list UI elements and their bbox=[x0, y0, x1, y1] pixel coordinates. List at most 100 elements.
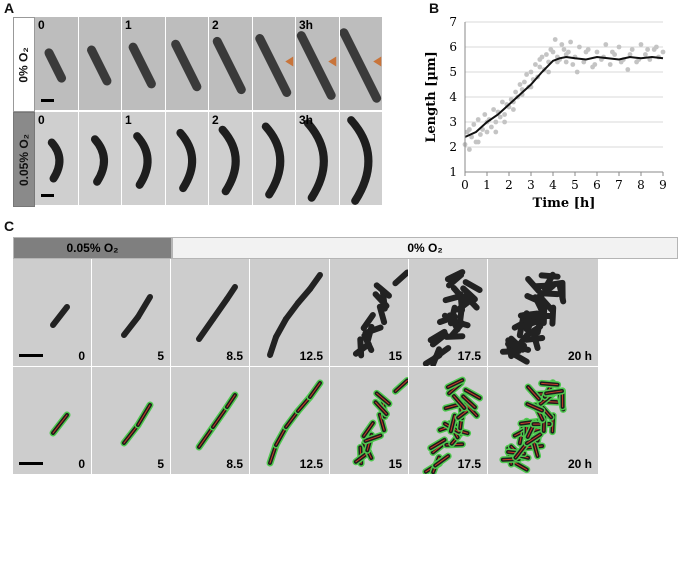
data-point bbox=[563, 52, 569, 57]
row1-frame bbox=[339, 17, 382, 110]
data-point bbox=[528, 69, 534, 75]
x-tick-label: 0 bbox=[461, 178, 469, 192]
row2-bacterium bbox=[90, 135, 108, 186]
seg-colony bbox=[49, 411, 71, 437]
raw-frame: 17.5 bbox=[409, 259, 487, 366]
row1-bacterium bbox=[44, 48, 67, 83]
row1-bacterium bbox=[212, 36, 246, 95]
row2-bacterium bbox=[303, 119, 328, 202]
seg-time-label: 8.5 bbox=[226, 457, 243, 471]
data-point bbox=[552, 37, 558, 42]
data-point bbox=[484, 129, 490, 135]
data-point bbox=[537, 64, 543, 70]
raw-colony bbox=[352, 269, 408, 359]
row2-scale-bar bbox=[41, 194, 54, 197]
data-point bbox=[475, 139, 481, 145]
raw-time-label: 12.5 bbox=[299, 349, 323, 363]
data-point bbox=[563, 59, 569, 65]
raw-time-label: 5 bbox=[157, 349, 164, 363]
seg-frame: 8.5 bbox=[171, 367, 249, 474]
y-tick-label: 4 bbox=[449, 90, 457, 104]
data-point bbox=[522, 79, 527, 85]
data-point bbox=[629, 47, 635, 52]
x-tick-label: 2 bbox=[505, 178, 513, 192]
x-tick-label: 5 bbox=[571, 178, 579, 192]
seg-colony bbox=[352, 376, 408, 467]
seg-colony bbox=[266, 379, 324, 467]
row2-frame bbox=[252, 112, 295, 205]
row1-time-label: 3h bbox=[299, 18, 314, 32]
y-tick-label: 2 bbox=[449, 140, 457, 154]
seg-frame: 5 bbox=[92, 367, 170, 474]
data-point bbox=[493, 129, 499, 135]
row2-frame bbox=[165, 112, 208, 205]
data-point bbox=[500, 99, 505, 105]
y-tick-label: 6 bbox=[449, 40, 457, 54]
row1-scale-bar bbox=[41, 99, 54, 102]
seg-frame: 15 bbox=[330, 367, 408, 474]
row2-bacterium bbox=[47, 138, 64, 183]
raw-time-label: 20 h bbox=[567, 349, 592, 363]
row2-frame: 1 bbox=[122, 112, 165, 205]
data-point bbox=[568, 39, 573, 45]
raw-scale-bar bbox=[19, 354, 43, 357]
data-point bbox=[559, 42, 565, 47]
data-point bbox=[570, 62, 576, 67]
data-point bbox=[581, 59, 587, 65]
seg-time-label: 17.5 bbox=[457, 457, 481, 471]
data-point bbox=[471, 122, 477, 127]
y-tick-label: 7 bbox=[449, 15, 457, 29]
row2-bacterium bbox=[175, 128, 196, 193]
x-axis-label: Time [h] bbox=[533, 196, 596, 211]
raw-frame: 20 h bbox=[488, 259, 598, 366]
row2-time-label: 0 bbox=[38, 113, 45, 127]
data-point bbox=[517, 82, 523, 87]
raw-time-label: 15 bbox=[388, 349, 402, 363]
y-tick-label: 3 bbox=[449, 115, 457, 129]
data-point bbox=[475, 117, 481, 122]
raw-frame: 15 bbox=[330, 259, 408, 366]
raw-frame: 5 bbox=[92, 259, 170, 366]
row1-frame bbox=[78, 17, 121, 110]
raw-frame: 12.5 bbox=[250, 259, 329, 366]
row1-time-label: 2 bbox=[212, 18, 219, 32]
y-tick-label: 1 bbox=[449, 165, 457, 179]
seg-frame: 17.5 bbox=[409, 367, 487, 474]
data-point bbox=[654, 44, 659, 50]
chart-grid bbox=[465, 21, 663, 173]
row2-frame: 2 bbox=[209, 112, 252, 205]
data-point bbox=[489, 124, 494, 130]
data-point bbox=[546, 69, 551, 75]
data-point bbox=[491, 107, 496, 112]
seg-time-label: 0 bbox=[78, 457, 85, 471]
seg-frame: 0 bbox=[13, 367, 91, 474]
data-point bbox=[478, 132, 483, 137]
data-point bbox=[502, 119, 507, 125]
x-tick-label: 4 bbox=[549, 178, 557, 192]
panel-label-b: B bbox=[429, 0, 440, 16]
row2-time-label: 2 bbox=[212, 113, 219, 127]
raw-frame: 0 bbox=[13, 259, 91, 366]
row2-bacterium bbox=[346, 116, 372, 205]
data-point bbox=[497, 114, 503, 120]
row2-time-label: 1 bbox=[125, 113, 132, 127]
row1-bacterium bbox=[170, 39, 201, 92]
y-tick-label: 5 bbox=[449, 65, 457, 79]
x-tick-label: 1 bbox=[483, 178, 491, 192]
seg-colony bbox=[499, 379, 567, 474]
row2-frame bbox=[339, 112, 382, 205]
row1-bacterium bbox=[296, 31, 337, 100]
row1-label: 0% O₂ bbox=[13, 17, 35, 112]
seg-time-label: 5 bbox=[157, 457, 164, 471]
y-axis-label: Length [µm] bbox=[424, 51, 439, 143]
seg-time-label: 20 h bbox=[567, 457, 592, 471]
raw-time-label: 8.5 bbox=[226, 349, 243, 363]
data-point bbox=[550, 49, 556, 55]
data-point bbox=[627, 52, 633, 57]
row2-label-text: 0.05% O₂ bbox=[17, 133, 31, 186]
data-point bbox=[625, 67, 631, 72]
data-point bbox=[482, 112, 488, 117]
seg-scale-bar bbox=[19, 462, 43, 465]
seg-colony bbox=[120, 401, 154, 447]
